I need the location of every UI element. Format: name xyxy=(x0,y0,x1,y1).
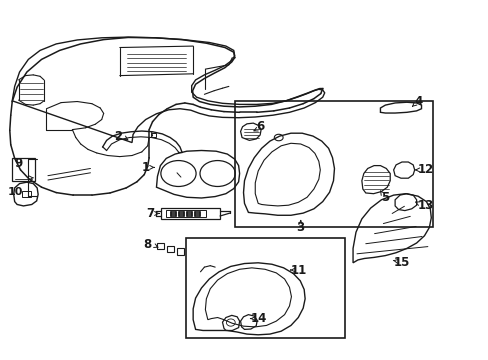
Text: 13: 13 xyxy=(416,199,433,212)
Text: 9: 9 xyxy=(15,157,22,170)
Bar xyxy=(22,191,31,197)
Text: 6: 6 xyxy=(256,120,264,133)
Text: 4: 4 xyxy=(413,95,421,108)
Text: 12: 12 xyxy=(416,163,433,176)
Bar xyxy=(157,243,164,249)
Text: 8: 8 xyxy=(143,238,151,251)
Text: 7: 7 xyxy=(146,207,154,220)
Bar xyxy=(166,210,206,217)
Bar xyxy=(12,158,35,181)
Text: 2: 2 xyxy=(114,130,122,143)
Text: 1: 1 xyxy=(142,161,149,174)
Text: 3: 3 xyxy=(296,221,304,234)
Bar xyxy=(177,248,183,255)
Text: 14: 14 xyxy=(250,312,267,325)
Bar xyxy=(167,246,174,252)
Bar xyxy=(161,208,220,219)
Text: 10: 10 xyxy=(8,186,23,197)
Bar xyxy=(185,238,344,338)
Text: 5: 5 xyxy=(381,191,388,204)
Text: 15: 15 xyxy=(393,256,409,269)
Text: 11: 11 xyxy=(290,264,307,276)
Bar xyxy=(234,101,432,227)
Bar xyxy=(150,133,155,137)
